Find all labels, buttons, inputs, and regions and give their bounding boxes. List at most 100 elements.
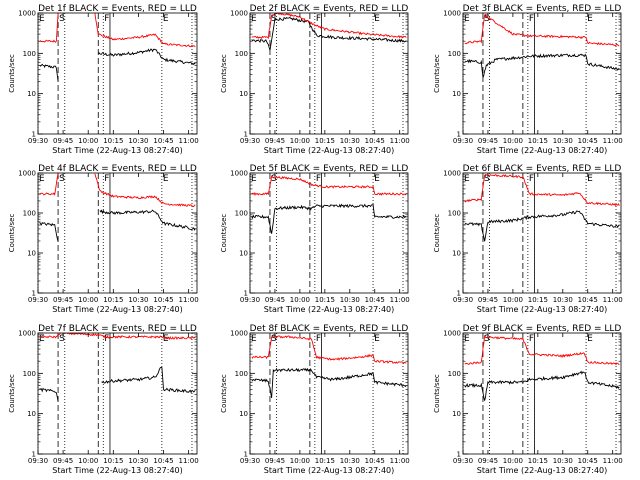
- plot-frame: [37, 12, 198, 135]
- x-tick-label: 10:15: [103, 296, 123, 304]
- lld-series: [94, 173, 196, 207]
- x-tick-label: 10:00: [78, 457, 98, 465]
- x-tick-label: 10:45: [578, 457, 598, 465]
- lld-series: [464, 173, 620, 207]
- x-tick-label: 10:00: [290, 296, 310, 304]
- panel-title: Det 4f BLACK = Events, RED = LLD: [38, 164, 197, 174]
- events-series: [251, 203, 407, 234]
- x-tick-label: 10:45: [153, 137, 173, 145]
- x-tick-label: 10:30: [340, 137, 360, 145]
- plot-frame: [462, 172, 622, 294]
- y-axis-label: Counts/sec: [220, 374, 228, 413]
- y-tick-label: 10: [239, 410, 248, 418]
- y-tick-label: 10: [452, 90, 461, 98]
- y-tick-label: 10: [452, 250, 461, 258]
- plot-frame: [249, 12, 409, 135]
- y-tick-label: 100: [23, 370, 36, 378]
- y-tick-label: 10: [27, 250, 36, 258]
- plot-frame: [37, 172, 198, 294]
- marker-label: E: [251, 14, 257, 24]
- y-tick-label: 1: [32, 131, 36, 139]
- marker-label: E: [587, 174, 593, 184]
- x-axis-label: Start Time (22-Aug-13 08:27:40): [264, 466, 395, 475]
- x-tick-label: 10:00: [290, 137, 310, 145]
- lld-series: [464, 13, 620, 47]
- events-series: [39, 221, 59, 242]
- panel-2: E S F E 09:30 09:45 10:00 10:15 10:30 10:45 11:00 1…: [220, 4, 410, 155]
- x-axis-label: Start Time (22-Aug-13 08:27:40): [52, 146, 183, 155]
- x-tick-label: 11:00: [603, 137, 623, 145]
- y-tick-label: 1000: [18, 10, 36, 18]
- y-tick-label: 10: [27, 410, 36, 418]
- y-tick-label: 1: [244, 290, 248, 298]
- x-tick-label: 10:00: [78, 137, 98, 145]
- x-tick-label: 10:30: [340, 457, 360, 465]
- x-axis-label: Start Time (22-Aug-13 08:27:40): [477, 305, 608, 314]
- marker-label: E: [251, 174, 257, 184]
- events-series: [99, 209, 196, 231]
- panel-title: Det 2f BLACK = Events, RED = LLD: [250, 4, 409, 14]
- y-tick-label: 100: [448, 370, 461, 378]
- x-tick-label: 09:30: [240, 296, 260, 304]
- y-axis-label: Counts/sec: [433, 214, 441, 253]
- y-tick-label: 1: [32, 290, 36, 298]
- x-tick-label: 09:30: [240, 457, 260, 465]
- x-tick-label: 10:15: [315, 296, 335, 304]
- y-tick-label: 1: [32, 451, 36, 459]
- y-tick-label: 10: [27, 90, 36, 98]
- plot-frame: [249, 172, 409, 294]
- y-tick-label: 100: [235, 50, 248, 58]
- x-tick-label: 10:00: [290, 457, 310, 465]
- panel-6: E S F E 09:30 09:45 10:00 10:15 10:30 10:45 11:00 1…: [433, 164, 623, 314]
- y-tick-label: 1000: [443, 170, 461, 178]
- marker-label: E: [39, 174, 45, 184]
- panel-5: E S F E 09:30 09:45 10:00 10:15 10:30 10:45 11:00 1…: [220, 164, 410, 314]
- y-tick-label: 1000: [443, 10, 461, 18]
- marker-label: E: [39, 14, 45, 24]
- x-tick-label: 10:15: [528, 457, 548, 465]
- plot-frame: [37, 332, 198, 455]
- x-tick-label: 11:00: [603, 457, 623, 465]
- x-tick-label: 09:45: [53, 137, 73, 145]
- marker-label: S: [59, 174, 65, 184]
- x-tick-label: 10:00: [503, 137, 523, 145]
- panel-title: Det 7f BLACK = Events, RED = LLD: [38, 324, 197, 334]
- y-axis-label: Counts/sec: [8, 374, 16, 413]
- x-tick-label: 10:30: [553, 137, 573, 145]
- panel-9: E S F E 09:30 09:45 10:00 10:15 10:30 10:45 11:00 1…: [433, 324, 623, 475]
- x-tick-label: 11:00: [603, 296, 623, 304]
- panel-4: E S F E 09:30 09:45 10:00 10:15 10:30 10:45 11:00 1…: [8, 164, 199, 314]
- events-series: [464, 370, 620, 401]
- marker-label: S: [484, 174, 490, 184]
- x-axis-label: Start Time (22-Aug-13 08:27:40): [264, 305, 395, 314]
- x-tick-label: 09:45: [478, 296, 498, 304]
- marker-label: F: [529, 14, 534, 24]
- x-tick-label: 10:30: [128, 296, 148, 304]
- plot-frame: [249, 332, 409, 455]
- y-axis-label: Counts/sec: [8, 214, 16, 253]
- x-tick-label: 09:45: [478, 137, 498, 145]
- x-tick-label: 10:15: [315, 457, 335, 465]
- marker-label: F: [316, 14, 321, 24]
- events-series: [39, 387, 59, 402]
- panel-title: Det 3f BLACK = Events, RED = LLD: [463, 4, 622, 14]
- x-tick-label: 09:30: [28, 296, 48, 304]
- lld-series: [39, 173, 59, 196]
- events-series: [251, 16, 407, 51]
- x-tick-label: 10:30: [553, 457, 573, 465]
- marker-label: E: [464, 14, 470, 24]
- y-axis-label: Counts/sec: [433, 54, 441, 93]
- x-tick-label: 10:30: [128, 137, 148, 145]
- events-series: [39, 63, 59, 82]
- x-tick-label: 11:00: [390, 457, 410, 465]
- x-tick-label: 09:45: [265, 457, 285, 465]
- y-tick-label: 100: [448, 50, 461, 58]
- y-tick-label: 1000: [230, 170, 248, 178]
- marker-label: F: [104, 14, 109, 24]
- y-tick-label: 100: [23, 50, 36, 58]
- x-tick-label: 10:45: [365, 457, 385, 465]
- x-tick-label: 11:00: [179, 457, 199, 465]
- marker-label: F: [316, 334, 321, 344]
- panel-3: E S F E 09:30 09:45 10:00 10:15 10:30 10:45 11:00 1…: [433, 4, 623, 155]
- panel-1: E S F E 09:30 09:45 10:00 10:15 10:30 10:45 11:00 1…: [8, 4, 199, 155]
